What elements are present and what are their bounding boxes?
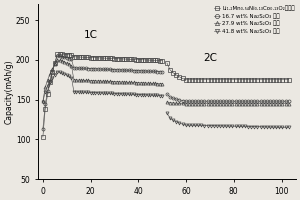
Legend: Li₁.₂Mn₀.₅₄Ni₀.₁₃Co₀.₁₃O₂未处理, 16.7 wt% Na₂S₂O₃ 处理, 27.9 wt% Na₂S₂O₃ 处理, 41.8 wt%: Li₁.₂Mn₀.₅₄Ni₀.₁₃Co₀.₁₃O₂未处理, 16.7 wt% N… xyxy=(213,5,296,35)
Y-axis label: Capacity(mAh/g): Capacity(mAh/g) xyxy=(4,59,13,124)
Text: 1C: 1C xyxy=(83,30,98,40)
Text: 2C: 2C xyxy=(203,53,217,63)
